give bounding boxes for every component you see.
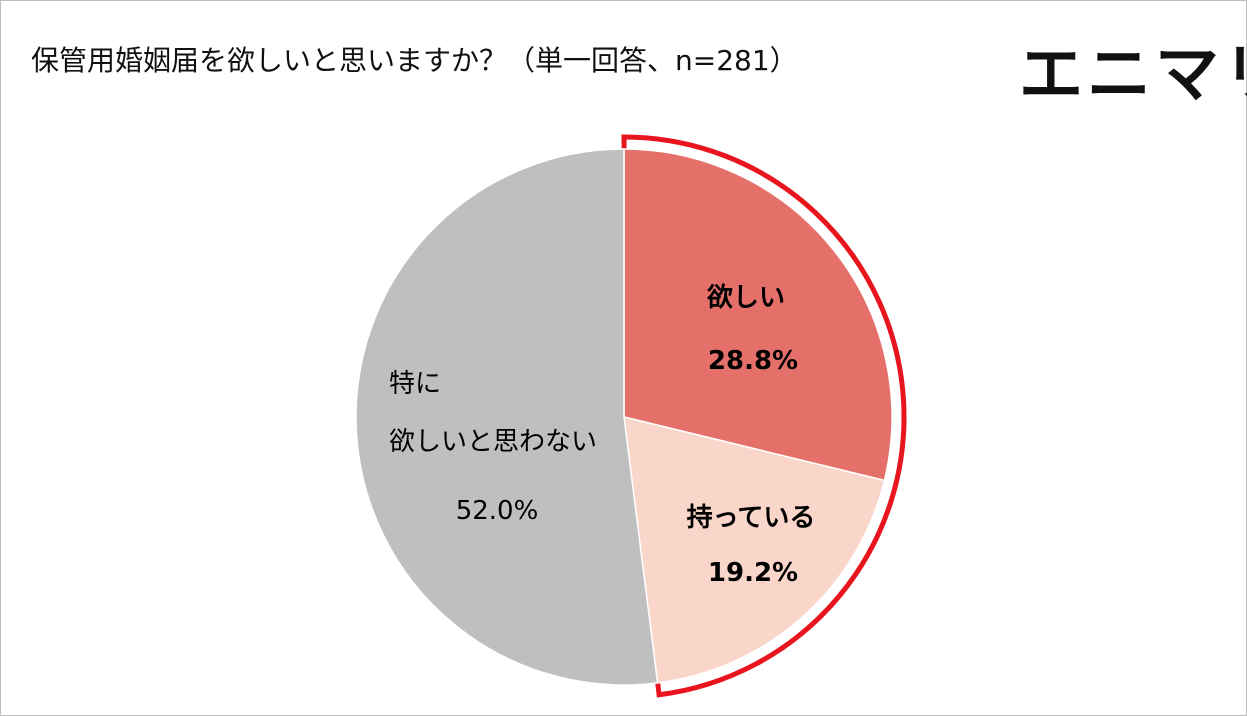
pie-slice [355, 148, 659, 686]
slice-label: 持っている [686, 503, 816, 533]
pie-slice [623, 148, 893, 482]
chart-title: 保管用婚姻届を欲しいと思いますか？（単一回答、n=281） [31, 44, 798, 77]
value-label: 52.0% [455, 496, 539, 526]
logo: エニマリ [1019, 38, 1247, 112]
slice-label: 欲しい [706, 283, 786, 313]
slice-label: 特に 欲しいと思わない [389, 369, 598, 457]
pie-slice [623, 416, 886, 684]
value-label: 19.2% [707, 558, 799, 588]
value-label: 28.8% [707, 346, 799, 376]
